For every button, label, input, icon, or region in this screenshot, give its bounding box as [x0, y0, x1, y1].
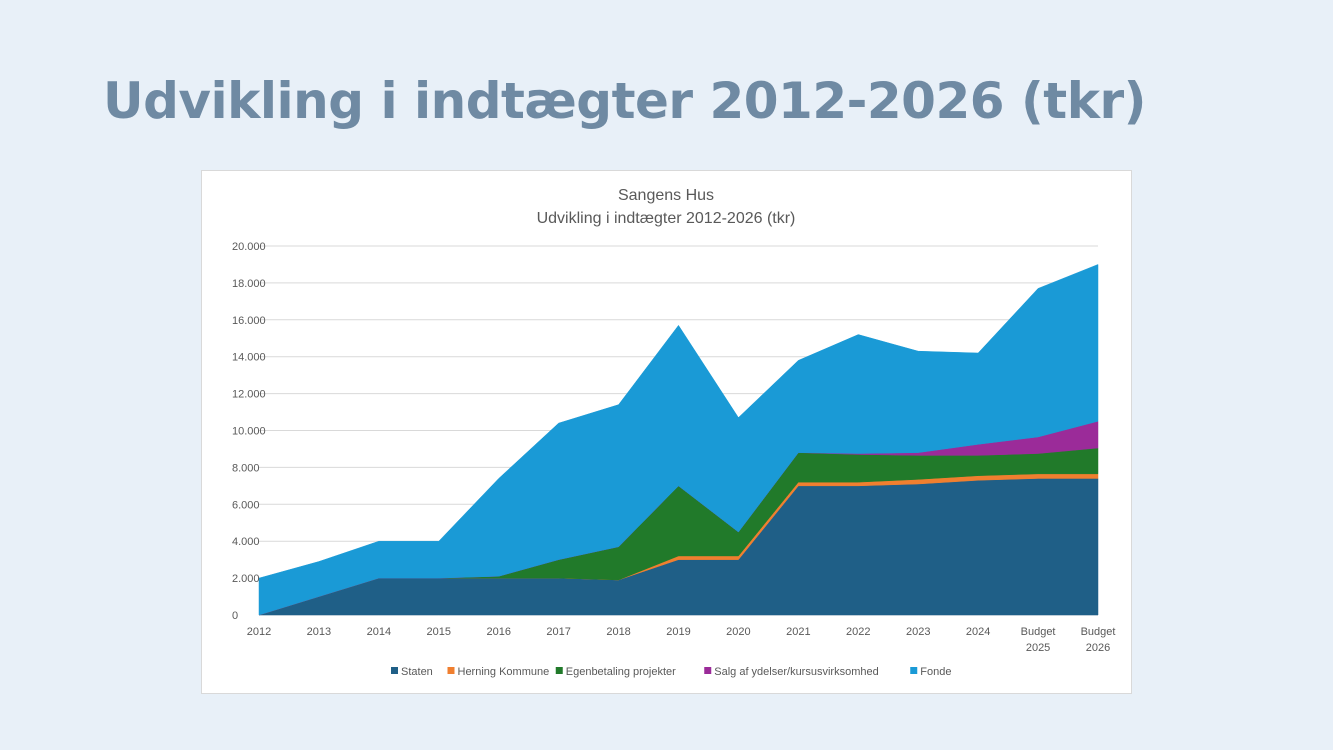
chart-container: Sangens Hus Udvikling i indtægter 2012-2…: [201, 170, 1132, 694]
legend-item: Herning Kommune: [447, 666, 550, 678]
x-tick-label: 2022: [846, 626, 870, 638]
y-tick-label: 20.000: [232, 241, 266, 253]
legend-swatch: [391, 667, 398, 674]
x-tick-label: 2017: [546, 626, 570, 638]
y-tick-label: 10.000: [232, 426, 266, 438]
stacked-area-chart: Sangens Hus Udvikling i indtægter 2012-2…: [232, 187, 1116, 678]
legend-label: Staten: [401, 666, 433, 678]
legend-item: Egenbetaling projekter: [555, 666, 676, 678]
x-tick-label: Budget: [1021, 626, 1056, 638]
legend-swatch: [447, 667, 455, 674]
x-tick-label: 2012: [247, 626, 271, 638]
x-tick-label: 2016: [486, 626, 510, 638]
chart-title: Sangens Hus: [618, 187, 714, 204]
y-tick-label: 2.000: [232, 573, 260, 585]
x-tick-label: 2019: [666, 626, 690, 638]
y-tick-label: 8.000: [232, 462, 260, 474]
y-axis: 0 2.000 4.000 6.000 8.000 10.000 12.000 14.000 1…: [232, 241, 266, 622]
legend-swatch: [555, 667, 563, 674]
legend-item: Staten: [391, 666, 433, 678]
x-tick-label: 2021: [786, 626, 810, 638]
y-tick-label: 18.000: [232, 278, 266, 290]
series-areas: [258, 264, 1099, 616]
x-tick-label: 2025: [1026, 642, 1050, 654]
y-tick-label: 12.000: [232, 389, 266, 401]
x-axis: 2012 2013 2014 2015 2016 2017 2018 2019 2020 2021…: [247, 626, 1116, 654]
x-tick-label: 2020: [726, 626, 750, 638]
legend-label: Fonde: [920, 666, 951, 678]
x-tick-label: Budget: [1081, 626, 1116, 638]
area-fonde: [258, 264, 1099, 616]
y-tick-label: 14.000: [232, 352, 266, 364]
legend-item: Salg af ydelser/kursusvirksomhed: [704, 666, 879, 678]
legend-swatch: [910, 667, 918, 674]
legend-label: Salg af ydelser/kursusvirksomhed: [714, 666, 878, 678]
x-tick-label: 2015: [427, 626, 451, 638]
x-tick-label: 2018: [606, 626, 630, 638]
legend-item: Fonde: [910, 666, 951, 678]
legend-label: Egenbetaling projekter: [566, 666, 676, 678]
x-tick-label: 2023: [906, 626, 930, 638]
legend-label: Herning Kommune: [458, 666, 550, 678]
legend: Staten Herning Kommune Egenbetaling projek…: [391, 666, 951, 678]
chart-subtitle: Udvikling i indtægter 2012-2026 (tkr): [537, 210, 796, 227]
x-tick-label: 2013: [307, 626, 331, 638]
legend-swatch: [704, 667, 712, 674]
y-tick-label: 16.000: [232, 315, 266, 327]
slide-title: Udvikling i indtægter 2012-2026 (tkr): [103, 72, 1146, 130]
x-tick-label: 2014: [367, 626, 391, 638]
x-tick-label: 2024: [966, 626, 990, 638]
x-tick-label: 2026: [1086, 642, 1110, 654]
y-tick-label: 0: [232, 610, 238, 622]
y-tick-label: 4.000: [232, 536, 260, 548]
y-tick-label: 6.000: [232, 499, 260, 511]
